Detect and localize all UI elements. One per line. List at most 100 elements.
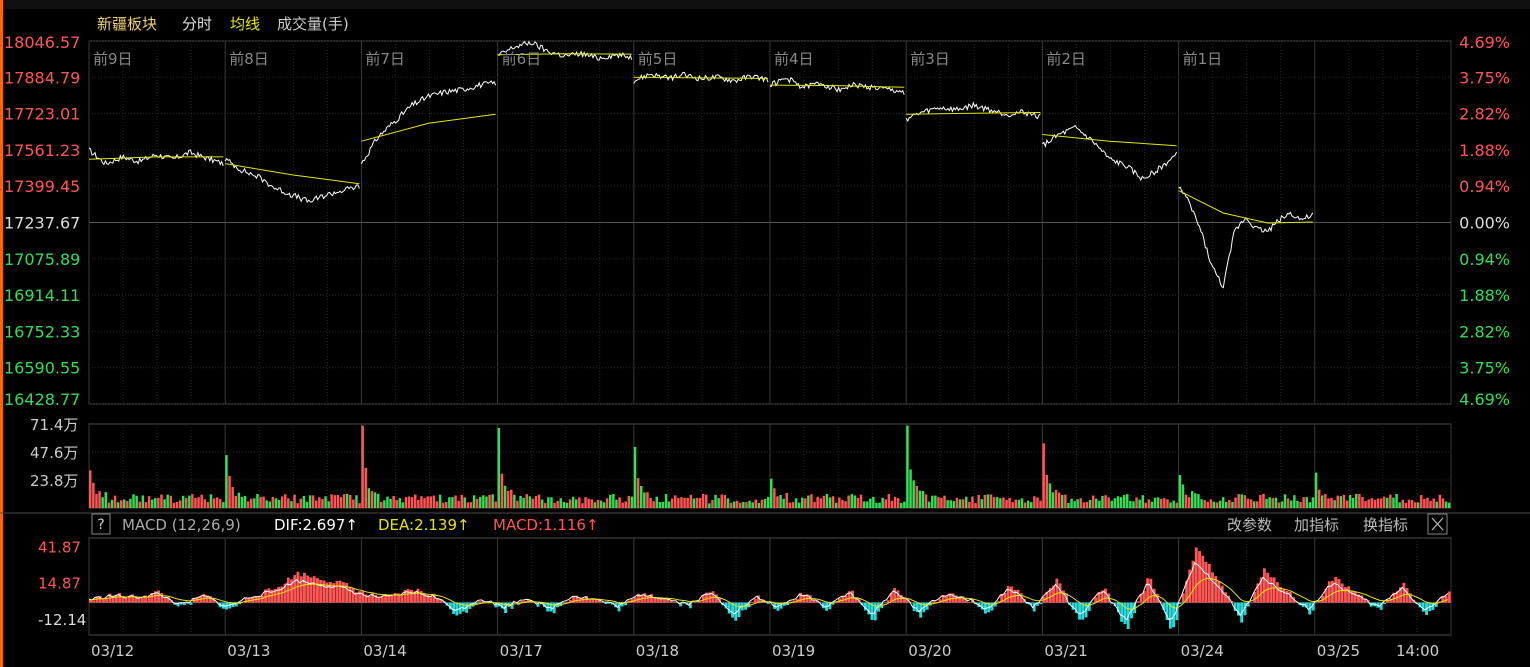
volume-bar bbox=[1243, 495, 1247, 508]
volume-bar bbox=[376, 493, 380, 508]
volume-bar bbox=[494, 501, 497, 508]
macd-histogram-bar bbox=[877, 602, 880, 612]
day-label: 前4日 bbox=[774, 50, 814, 68]
volume-bar bbox=[200, 494, 203, 508]
volume-bar bbox=[810, 494, 813, 508]
volume-bar bbox=[308, 495, 312, 508]
macd-histogram-bar bbox=[1181, 593, 1185, 603]
volume-bar bbox=[872, 496, 875, 508]
volume-bar bbox=[1330, 497, 1333, 508]
volume-bar bbox=[1324, 494, 1327, 508]
macd-histogram-bar bbox=[1353, 592, 1357, 603]
volume-bar bbox=[1169, 502, 1172, 508]
volume-bar bbox=[175, 502, 179, 508]
macd-histogram-bar bbox=[316, 578, 319, 603]
macd-histogram-bar bbox=[1272, 577, 1276, 603]
add-indicator-button[interactable]: 加指标 bbox=[1294, 516, 1339, 534]
volume-bar bbox=[280, 496, 284, 508]
volume-bar bbox=[160, 494, 163, 508]
volume-bar bbox=[1023, 502, 1027, 508]
volume-bar bbox=[367, 488, 371, 508]
macd-histogram-bar bbox=[731, 602, 734, 618]
switch-indicator-button[interactable]: 换指标 bbox=[1363, 516, 1408, 534]
avg-line-day-4 bbox=[633, 76, 769, 79]
modify-params-button[interactable]: 改参数 bbox=[1227, 516, 1272, 534]
avg-line-label[interactable]: 均线 bbox=[230, 15, 260, 33]
volume-bar bbox=[804, 498, 807, 508]
volume-bar bbox=[587, 498, 590, 508]
macd-histogram-bar bbox=[102, 599, 105, 603]
left-accent-bar bbox=[0, 0, 3, 667]
macd-histogram-bar bbox=[322, 580, 326, 603]
macd-histogram-bar bbox=[1324, 588, 1328, 603]
macd-histogram-bar bbox=[650, 594, 653, 603]
volume-bar bbox=[692, 498, 696, 508]
volume-bar bbox=[912, 480, 915, 508]
macd-histogram-bar bbox=[449, 602, 452, 610]
volume-bar bbox=[828, 497, 832, 508]
macd-histogram-bar bbox=[646, 595, 650, 603]
volume-bar bbox=[392, 496, 395, 508]
macd-histogram-bar bbox=[280, 586, 284, 603]
close-icon[interactable] bbox=[1427, 513, 1448, 535]
macd-histogram-bar bbox=[461, 602, 465, 612]
volume-bar bbox=[215, 497, 219, 508]
volume-bar bbox=[491, 494, 494, 508]
volume-bar bbox=[373, 492, 377, 508]
volume-bar bbox=[856, 498, 860, 508]
volume-bar bbox=[528, 496, 532, 508]
volume-bar bbox=[1129, 500, 1132, 508]
macd-histogram-bar bbox=[1039, 602, 1043, 605]
volume-bar bbox=[132, 494, 135, 508]
volume-bar bbox=[1156, 497, 1160, 508]
macd-histogram-bar bbox=[1045, 592, 1049, 603]
volume-bar bbox=[324, 496, 327, 508]
macd-histogram-bar bbox=[134, 596, 138, 603]
volume-bar bbox=[822, 495, 826, 508]
macd-histogram-bar bbox=[954, 595, 958, 603]
macd-histogram-bar bbox=[231, 602, 235, 607]
pct-tick-right: 0.00% bbox=[1459, 214, 1510, 233]
macd-histogram-bar bbox=[598, 600, 601, 603]
macd-histogram-bar bbox=[653, 597, 657, 603]
volume-bar bbox=[1404, 502, 1408, 508]
macd-histogram-bar bbox=[436, 598, 439, 603]
macd-indicator-name[interactable]: MACD (12,26,9) bbox=[122, 516, 241, 534]
macd-histogram-bar bbox=[588, 599, 592, 603]
volume-bar bbox=[1061, 495, 1064, 508]
volume-bar bbox=[256, 494, 259, 508]
volume-bar bbox=[544, 503, 547, 508]
macd-histogram-bar bbox=[196, 598, 199, 603]
macd-histogram-bar bbox=[1016, 589, 1020, 603]
macd-histogram-bar bbox=[325, 582, 329, 603]
volume-bar bbox=[1036, 497, 1039, 508]
price-tick-left: 16752.33 bbox=[4, 322, 80, 341]
macd-histogram-bar bbox=[961, 596, 965, 603]
macd-histogram-bar bbox=[1081, 602, 1085, 620]
volume-bar bbox=[414, 494, 417, 508]
volume-bar bbox=[655, 496, 658, 508]
macd-histogram-bar bbox=[504, 602, 507, 613]
macd-histogram-bar bbox=[393, 593, 397, 603]
macd-histogram-bar bbox=[1165, 602, 1169, 620]
volume-bar bbox=[565, 502, 569, 508]
macd-histogram-bar bbox=[1214, 576, 1218, 603]
volume-bar bbox=[816, 496, 819, 508]
x-date-label: 03/24 bbox=[1181, 642, 1224, 660]
volume-bar bbox=[277, 499, 281, 508]
macd-histogram-bar bbox=[423, 593, 426, 603]
volume-tick: 71.4万 bbox=[30, 416, 78, 434]
volume-label[interactable]: 成交量(手) bbox=[277, 15, 349, 33]
macd-histogram-bar bbox=[1382, 602, 1386, 605]
macd-histogram-bar bbox=[494, 602, 498, 608]
help-icon[interactable] bbox=[91, 513, 111, 535]
mode-label-intraday[interactable]: 分时 bbox=[182, 15, 212, 33]
volume-bar bbox=[875, 502, 878, 508]
price-line-day-6 bbox=[905, 101, 1041, 122]
volume-bar bbox=[968, 501, 971, 508]
macd-histogram-bar bbox=[682, 602, 686, 604]
volume-bar bbox=[1262, 493, 1265, 508]
volume-bar bbox=[1138, 499, 1141, 508]
volume-bar bbox=[701, 494, 705, 508]
volume-bar bbox=[1070, 498, 1073, 508]
